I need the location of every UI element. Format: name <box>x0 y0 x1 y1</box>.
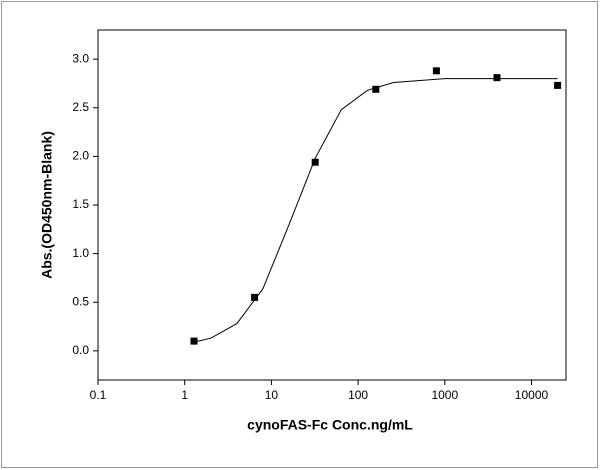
x-axis-label: cynoFAS-Fc Conc.ng/mL <box>247 417 413 433</box>
x-tick-label: 0.1 <box>90 388 107 402</box>
data-point <box>251 293 259 301</box>
y-tick-label: 1.5 <box>72 197 89 211</box>
y-tick-label: 1.0 <box>72 246 89 260</box>
x-tick-label: 10000 <box>515 388 549 402</box>
fit-curve <box>193 78 558 343</box>
data-point <box>432 67 440 75</box>
y-axis-label: Abs.(OD450nm-Blank) <box>39 131 55 279</box>
x-tick-label: 10 <box>265 388 279 402</box>
x-tick-label: 100 <box>348 388 368 402</box>
y-tick-label: 0.0 <box>72 343 89 357</box>
y-tick-label: 3.0 <box>72 51 89 65</box>
data-point <box>554 81 562 89</box>
y-tick-label: 0.5 <box>72 294 89 308</box>
data-point <box>372 85 380 93</box>
y-tick-label: 2.5 <box>72 100 89 114</box>
x-tick-label: 1000 <box>431 388 458 402</box>
data-point <box>311 158 319 166</box>
y-tick-label: 2.0 <box>72 149 89 163</box>
x-tick-label: 1 <box>181 388 188 402</box>
data-point <box>190 337 198 345</box>
data-point <box>493 74 501 82</box>
